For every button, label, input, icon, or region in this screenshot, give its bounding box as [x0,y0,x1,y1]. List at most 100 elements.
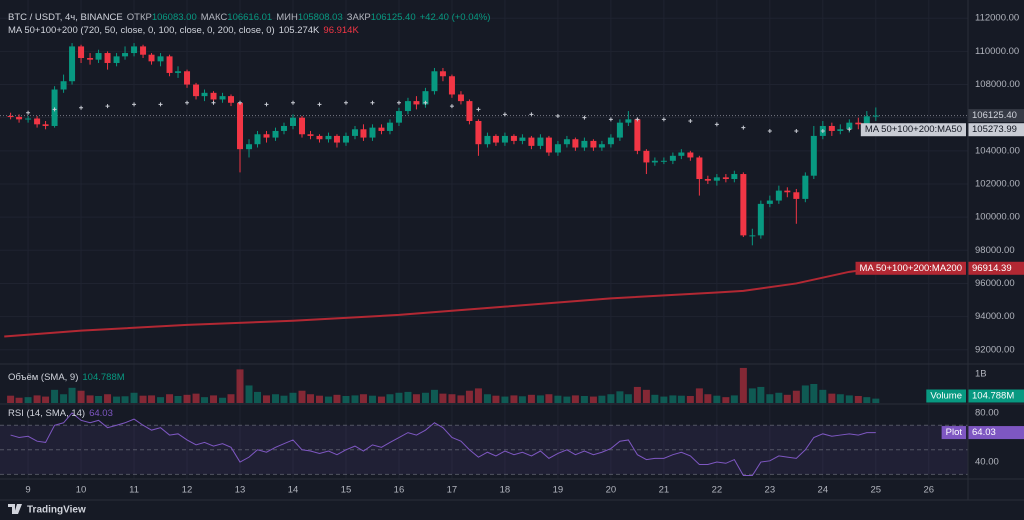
candle-body [651,160,658,163]
volume-tick-label: 1B [975,368,987,379]
candle-body [466,101,473,121]
volume-bar [245,385,253,403]
volume-bar [439,393,447,403]
legend-text: 106125.40 [371,12,416,23]
candle-body [660,160,667,162]
candle-body [289,117,296,126]
legend-text: МАКС [201,12,228,23]
candle-body [395,111,402,123]
candle-body [60,81,67,90]
candle-body [42,124,49,126]
volume-bar [139,395,147,403]
volume-tag-label-box [926,389,966,403]
volume-bar [298,390,306,403]
volume-bar [324,396,332,403]
legend-text: 105808.03 [298,12,343,23]
ma50-marker [794,128,799,133]
candle-body [581,140,588,148]
volume-bar [775,392,783,403]
candle-body [210,92,217,100]
volume-bar [166,394,174,403]
volume-bar [333,394,341,403]
volume-bar [121,396,129,403]
rsi-tick-label: 80.00 [975,407,999,418]
volume-bar [280,395,288,403]
candle-body [625,119,632,123]
volume-bar [448,394,456,403]
ma50-tag-value: 105273.99 [972,124,1017,135]
volume-bar [748,388,756,403]
volume-bar [201,397,209,403]
indicator-legend: MA 50+100+200 (720, 50, close, 0, 100, c… [8,25,359,36]
volume-legend: Объём (SMA, 9) 104.788M [8,372,125,383]
ma50-marker [158,102,163,107]
legend-text: BTC / USDT, 4ч, BINANCE [8,12,123,23]
x-tick-label: 20 [606,485,617,496]
candle-body [113,56,120,63]
candle-body [219,96,226,100]
candle-body [634,119,641,151]
legend-text: 106616.01 [227,12,272,23]
candle-body [855,122,862,125]
x-tick-label: 14 [288,485,299,496]
brand-name: TradingView [27,505,86,516]
candle-body [386,122,393,131]
volume-bar [51,389,59,403]
candle-body [572,139,579,148]
volume-bar [377,396,385,403]
candle-body [122,53,129,57]
candle-body [793,192,800,199]
candle-body [784,190,791,193]
volume-bar [430,389,438,403]
symbol-legend: BTC / USDT, 4ч, BINANCE ОТКР106083.00 МАКС… [8,12,490,23]
volume-bar [669,395,677,403]
volume-bar [686,395,694,403]
volume-bar [518,396,526,403]
volume-bar [77,390,85,403]
candle-body [545,137,552,153]
volume-bar [263,395,271,403]
candle-body [228,96,235,103]
volume-bar [845,395,853,403]
candle-body [25,118,32,120]
candle-body [369,127,376,138]
candle-body [616,122,623,138]
volume-bar [174,395,182,403]
rsi-tag-label-box [941,426,966,440]
volume-bar [492,395,500,403]
candle-body [280,125,287,131]
volume-bar [554,395,562,403]
candle-body [563,139,570,145]
volume-bar [783,394,791,403]
candle-body [607,137,614,145]
volume-bar [607,394,615,403]
volume-bar [854,395,862,403]
volume-bar [272,394,280,403]
candle-body [484,135,491,145]
candle-body [7,116,14,118]
volume-bar [836,394,844,403]
ma200-tag-value-box [968,261,1024,275]
ma50-marker [847,127,852,132]
candle-body [254,134,261,145]
ma50-marker [290,100,295,105]
volume-bar [183,394,191,403]
candle-body [863,116,870,125]
candle-body [766,200,773,204]
ma50-marker [582,115,587,120]
legend-text: +42.40 (+0.04%) [420,12,491,23]
candle-body [713,177,720,181]
ma50-marker [476,107,481,112]
y-tick-label: 108000.00 [975,79,1020,90]
volume-bar [598,395,606,403]
ma50-marker [661,117,666,122]
candle-body [757,203,764,236]
volume-bar [60,394,68,403]
last-price-value-box [968,109,1024,123]
last-price-value: 106125.40 [972,110,1017,121]
volume-bar [872,398,880,403]
volume-bar [616,391,624,403]
volume-tag-value-box [968,389,1024,403]
